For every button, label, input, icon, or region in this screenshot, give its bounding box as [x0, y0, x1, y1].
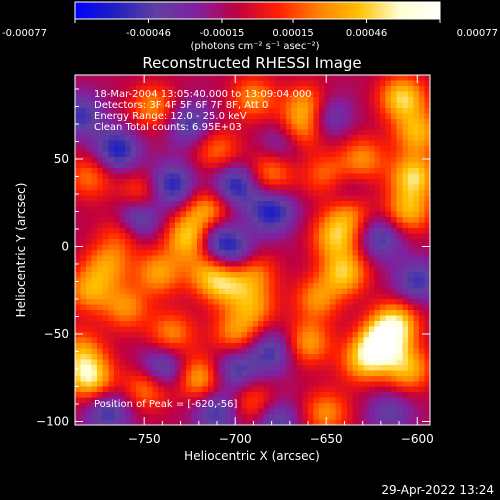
colorbar-tick-label: -0.00015: [199, 28, 244, 39]
colorbar-tick-label: -0.00077: [2, 28, 47, 39]
footer-timestamp: 29-Apr-2022 13:24: [381, 483, 494, 497]
colorbar: -0.00077 -0.00046 -0.00015 0.00015 0.00046 0.…: [2, 1, 498, 52]
plot-frame: [74, 74, 431, 426]
y-tick-label: −50: [44, 327, 69, 341]
colorbar-tick-label: -0.00046: [126, 28, 171, 39]
y-tick-label: −100: [36, 415, 69, 429]
x-tick-label: −750: [128, 432, 161, 446]
heatmap-image: [75, 75, 430, 425]
colorbar-tick-label: 0.00015: [272, 28, 313, 39]
colorbar-tick-label: 0.00077: [457, 28, 498, 39]
annotation-time-range: 18-Mar-2004 13:05:40.000 to 13:09:04.000: [94, 89, 312, 100]
annotation-block: 18-Mar-2004 13:05:40.000 to 13:09:04.000…: [94, 89, 312, 133]
x-tick-label: −700: [219, 432, 252, 446]
y-tick-label: 0: [61, 240, 69, 254]
y-axis-label: Heliocentric Y (arcsec): [14, 183, 28, 318]
x-tick-label: −600: [401, 432, 434, 446]
annotation-detectors: Detectors: 3F 4F 5F 6F 7F 8F, Att 0: [94, 100, 268, 111]
annotation-clean-counts: Clean Total counts: 6.95E+03: [94, 122, 242, 133]
colorbar-ticks: -0.00077 -0.00046 -0.00015 0.00015 0.00046 0.…: [2, 19, 498, 39]
colorbar-unit-label: (photons cm⁻² s⁻¹ asec⁻²): [190, 41, 319, 52]
colorbar-tick-label: 0.00046: [346, 28, 387, 39]
chart-title: Reconstructed RHESSI Image: [142, 54, 361, 72]
x-axis-ticks: −750 −700 −650 −600: [128, 75, 434, 446]
y-axis-ticks: 50 0 −50 −100: [36, 88, 430, 429]
colorbar-strip: [74, 1, 441, 20]
peak-position-label: Position of Peak = [-620,-56]: [94, 399, 238, 410]
x-axis-label: Heliocentric X (arcsec): [184, 449, 320, 463]
y-tick-label: 50: [54, 152, 69, 166]
annotation-energy-range: Energy Range: 12.0 - 25.0 keV: [94, 111, 247, 122]
x-tick-label: −650: [310, 432, 343, 446]
